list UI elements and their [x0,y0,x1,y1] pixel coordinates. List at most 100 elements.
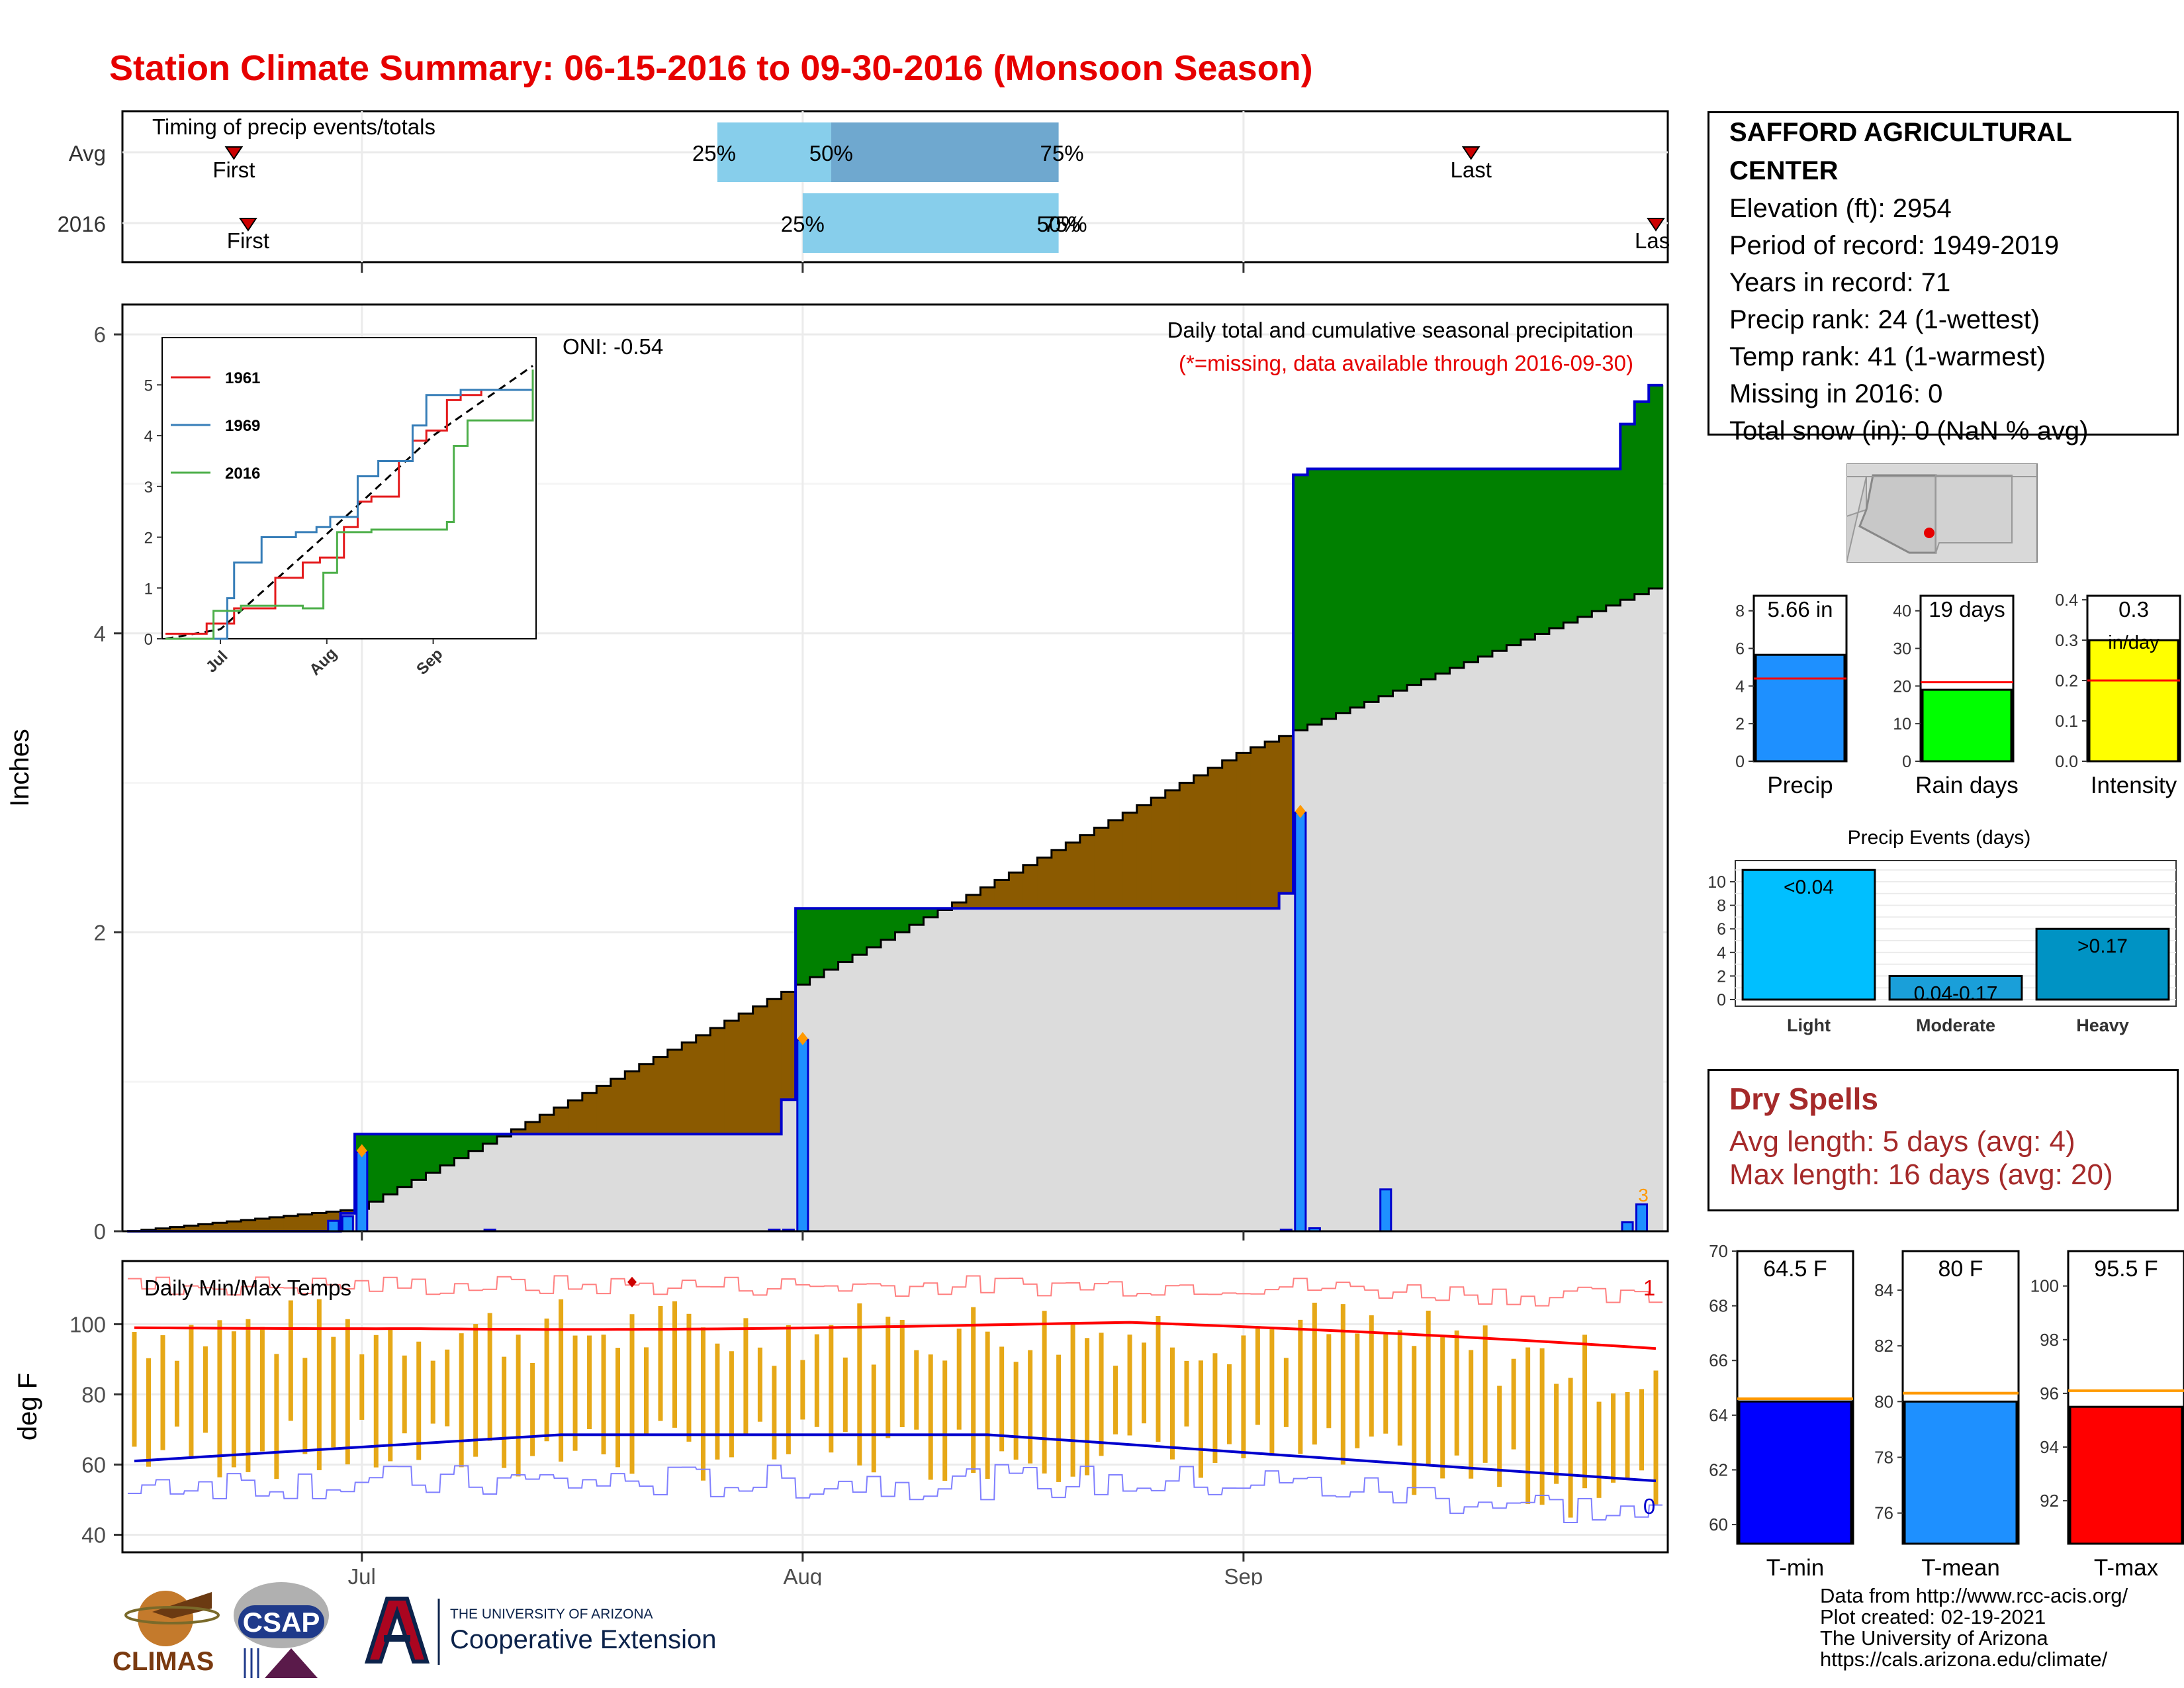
normal-fill-step [1193,908,1208,1231]
above-normal-fill [1592,469,1607,612]
normal-fill-step [866,947,882,1231]
below-normal-fill [1265,741,1280,909]
below-normal-fill [1066,842,1081,909]
events-bar-label: >0.17 [2077,935,2128,957]
normal-fill-step [923,917,938,1231]
above-normal-fill [1322,469,1337,720]
inset-legend-label: 2016 [225,465,260,483]
temp-x-tick: Sep [1224,1564,1263,1585]
daily-temp-bar [1383,1334,1388,1434]
normal-fill-step [1649,588,1664,1231]
tempbar-y-tick: 98 [2040,1330,2059,1350]
summary-y-tick: 40 [1893,602,1911,621]
above-normal-fill [1606,469,1621,606]
inset-y-tick: 2 [144,530,153,547]
daily-temp-bar [1283,1358,1289,1427]
normal-fill-step [1492,651,1507,1231]
daily-temp-bar [1255,1328,1260,1425]
timing-label-avg-25: 25% [692,141,736,165]
normal-fill-step [454,1158,469,1231]
daily-temp-bar [359,1354,365,1420]
daily-temp-bar [345,1319,350,1465]
daily-temp-bar [999,1346,1005,1452]
daily-temp-bar [800,1360,805,1420]
daily-temp-bar [1028,1350,1033,1464]
daily-temp-bar [1539,1348,1545,1505]
above-normal-fill [383,1134,398,1195]
tempbar-bar [1903,1400,2018,1545]
inset-series-line [165,389,533,640]
normal-fill-step [1179,908,1195,1231]
events-x-tick: Heavy [2076,1015,2129,1035]
below-normal-fill [198,1224,213,1231]
daily-temp-bar [757,1347,762,1422]
precip-caption: Daily total and cumulative seasonal prec… [1167,318,1633,342]
normal-fill-step [653,1134,668,1231]
normal-fill-step [553,1134,569,1231]
below-normal-fill [269,1217,285,1231]
temp-count-min: 0 [1643,1494,1655,1519]
events-bar-label: 0.04-0.17 [1914,982,1998,1004]
above-normal-fill [1406,469,1422,685]
daily-temp-bar [928,1354,933,1480]
summary-value: 0.3 [2118,597,2149,622]
below-normal-fill [169,1227,185,1231]
daily-temp-bar [502,1356,507,1468]
normal-fill-step [1563,622,1578,1231]
normal-fill-step [1151,908,1166,1231]
normal-fill-step [1364,702,1379,1231]
normal-fill-step [1236,908,1251,1231]
daily-temp-bar [1611,1393,1616,1483]
below-normal-fill [667,1049,682,1135]
tempbar-y-tick: 82 [1874,1336,1893,1356]
timing-first-label-avg: First [212,158,255,182]
summary-bar [2088,639,2179,763]
normal-fill-step [852,955,868,1231]
daily-temp-bar [1212,1353,1218,1463]
normal-fill-step [625,1134,640,1231]
timing-label-2016-25: 25% [781,212,825,236]
station-location-marker [1924,528,1934,538]
daily-temp-bar [231,1331,236,1468]
normal-fill-step [568,1134,583,1231]
tempbar-bar [2069,1405,2183,1545]
normal-fill-step [1094,908,1109,1231]
below-normal-fill [1179,782,1195,909]
normal-fill-step [1037,908,1052,1231]
dry-spells-avg: Avg length: 5 days (avg: 4) [1729,1125,2075,1158]
below-normal-fill [1136,805,1152,909]
station-info-line: Elevation (ft): 2954 [1729,194,1952,223]
inset-y-tick: 0 [144,631,153,649]
inset-frame [161,337,537,639]
below-normal-fill [156,1228,171,1231]
below-normal-fill [1236,753,1251,909]
below-normal-fill [682,1042,697,1135]
daily-temp-bar [373,1335,379,1468]
normal-fill-step [682,1134,697,1231]
normal-fill-step [539,1134,555,1231]
normal-fill-step [1079,908,1095,1231]
above-normal-fill [866,908,882,947]
tempbar-y-tick: 60 [1709,1515,1728,1534]
below-normal-fill [739,1013,754,1135]
temp-y-label: deg F [13,1373,42,1440]
precip-end-label: 3 [1638,1185,1649,1205]
normal-fill-step [411,1180,426,1231]
daily-temp-bar [672,1301,677,1428]
summary-label: Intensity [2091,773,2177,798]
above-normal-fill [426,1134,441,1173]
observed-cumulative-line [127,383,1663,1233]
above-normal-fill [454,1134,469,1158]
above-normal-fill [1463,469,1479,663]
tempbar-y-tick: 80 [1874,1391,1893,1411]
daily-precip-bar [796,1039,809,1233]
missing-note: (*=missing, data available through 2016-… [1179,351,1633,375]
normal-fill-step [1577,616,1592,1231]
normal-fill-step [1435,673,1450,1231]
below-normal-fill [283,1215,298,1231]
above-normal-fill [1649,385,1664,589]
above-normal-fill [1364,469,1379,702]
temp-frame [121,1260,1669,1554]
below-normal-fill [1165,790,1180,909]
summary-label: Precip [1767,773,1833,798]
